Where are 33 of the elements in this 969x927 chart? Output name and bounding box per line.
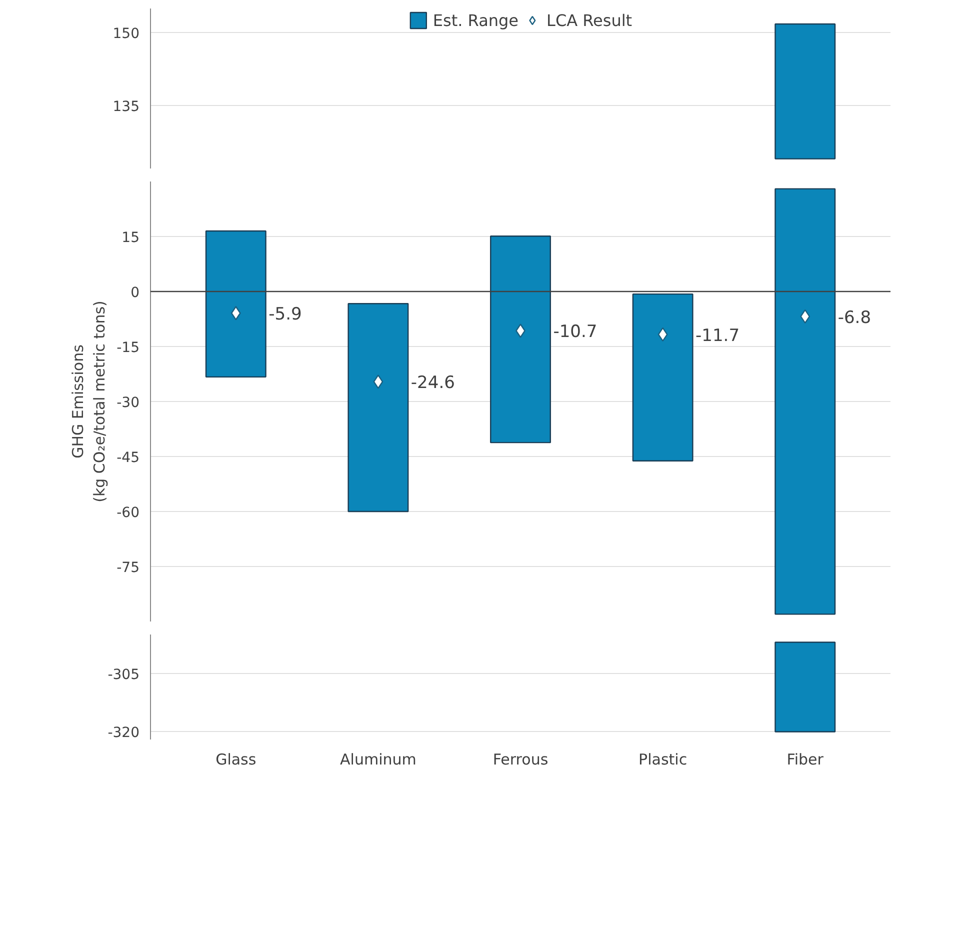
y-tick-label: -45 bbox=[116, 450, 140, 466]
y-tick-label: 150 bbox=[112, 26, 140, 42]
bar bbox=[774, 188, 836, 615]
data-label: -5.9 bbox=[268, 304, 302, 325]
x-tick-label: Fiber bbox=[786, 750, 824, 768]
data-label: -24.6 bbox=[410, 373, 455, 394]
y-tick-label: -15 bbox=[116, 340, 140, 356]
point bbox=[373, 374, 384, 389]
y-tick-label: 15 bbox=[122, 230, 140, 246]
data-label: -6.8 bbox=[838, 308, 872, 328]
legend-label: Est. Range bbox=[432, 10, 519, 30]
point bbox=[230, 306, 241, 320]
x-tick-label: Ferrous bbox=[492, 750, 548, 768]
y-tick-label: 135 bbox=[112, 98, 140, 115]
x-tick-label: Aluminum bbox=[340, 750, 416, 768]
data-label: -10.7 bbox=[553, 322, 598, 342]
y-tick-label: 0 bbox=[130, 285, 140, 301]
point bbox=[800, 309, 810, 324]
y-tick-label: -60 bbox=[116, 505, 140, 521]
x-tick-label: Glass bbox=[216, 750, 256, 768]
y-tick-label: -305 bbox=[108, 666, 140, 683]
bar bbox=[632, 293, 694, 462]
point bbox=[658, 327, 668, 342]
y-tick-label: -30 bbox=[116, 395, 140, 411]
bar bbox=[348, 303, 409, 512]
bar bbox=[490, 236, 551, 444]
legend-label: LCA Result bbox=[546, 10, 632, 30]
data-label: -11.7 bbox=[696, 326, 740, 346]
y-tick-label: -75 bbox=[116, 560, 140, 576]
bar bbox=[205, 230, 266, 378]
y-axis-title: GHG Emissions (kg CO₂e/total metric tons) bbox=[69, 300, 109, 502]
y-tick-label: -320 bbox=[108, 725, 140, 742]
x-tick-label: Plastic bbox=[638, 750, 688, 768]
